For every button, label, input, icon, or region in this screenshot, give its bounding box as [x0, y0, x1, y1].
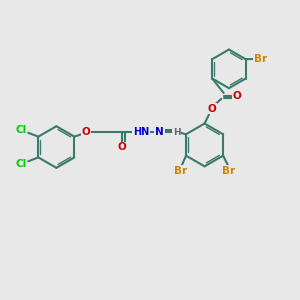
- Text: O: O: [82, 128, 91, 137]
- Text: H: H: [173, 128, 181, 137]
- Text: O: O: [207, 104, 216, 114]
- Text: Br: Br: [174, 166, 187, 176]
- Text: HN: HN: [133, 128, 149, 137]
- Text: Br: Br: [223, 166, 236, 176]
- Text: Br: Br: [254, 54, 267, 64]
- Text: O: O: [118, 142, 126, 152]
- Text: Cl: Cl: [16, 125, 27, 135]
- Text: Cl: Cl: [16, 159, 27, 169]
- Text: O: O: [233, 91, 242, 100]
- Text: N: N: [155, 128, 164, 137]
